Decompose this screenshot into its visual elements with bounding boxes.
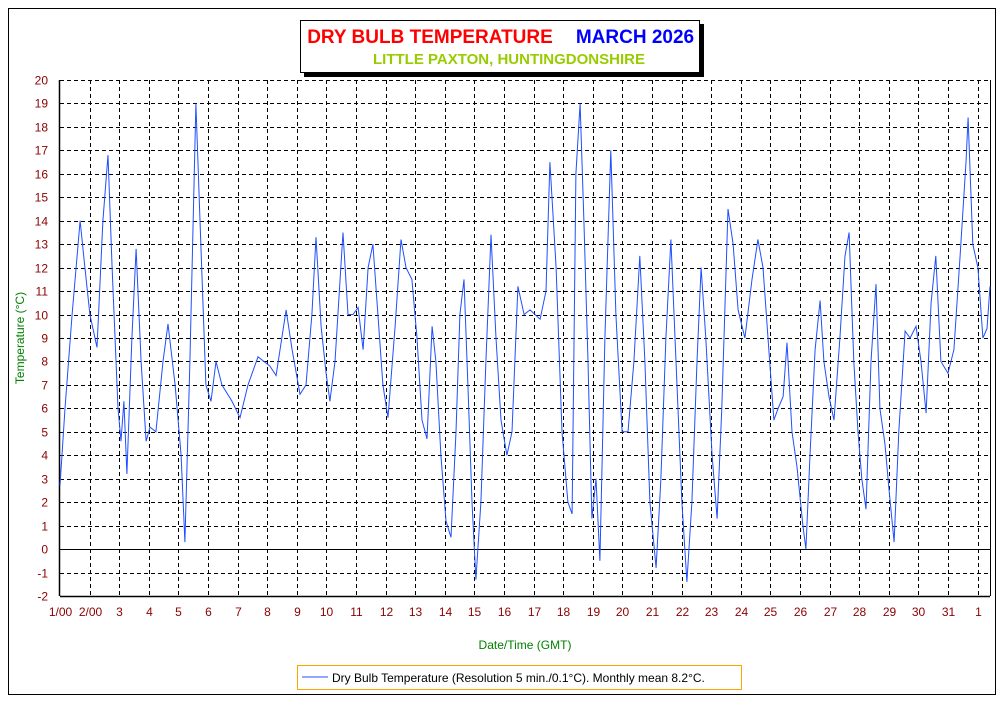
title-box: DRY BULB TEMPERATURE MARCH 2026 LITTLE P… xyxy=(300,20,704,77)
y-tick-label: 9 xyxy=(41,332,48,346)
x-tick-label: 2/00 xyxy=(79,605,103,619)
x-tick-label: 15 xyxy=(468,605,482,619)
y-tick-label: 17 xyxy=(35,144,49,158)
series-line-dry-bulb xyxy=(59,103,991,582)
x-tick-label: 7 xyxy=(235,605,242,619)
x-tick-label: 17 xyxy=(528,605,542,619)
y-tick-label: 13 xyxy=(35,238,49,252)
x-tick-label: 19 xyxy=(587,605,601,619)
x-tick-label: 10 xyxy=(320,605,334,619)
x-tick-label: 14 xyxy=(439,605,453,619)
chart-title: DRY BULB TEMPERATURE xyxy=(307,27,553,48)
x-tick-label: 18 xyxy=(557,605,571,619)
x-tick-label: 22 xyxy=(676,605,690,619)
chart-frame xyxy=(8,8,996,695)
x-tick-label: 1/00 xyxy=(49,605,73,619)
x-tick-label: 8 xyxy=(264,605,271,619)
x-axis-label: Date/Time (GMT) xyxy=(479,638,572,652)
x-tick-label: 13 xyxy=(409,605,423,619)
y-tick-label: 1 xyxy=(41,520,48,534)
x-tick-label: 4 xyxy=(146,605,153,619)
x-tick-label: 27 xyxy=(824,605,838,619)
x-tick-label: 12 xyxy=(380,605,394,619)
y-tick-label: 20 xyxy=(35,74,49,88)
legend-label: Dry Bulb Temperature (Resolution 5 min./… xyxy=(332,671,705,685)
x-tick-label: 31 xyxy=(942,605,956,619)
y-tick-label: 14 xyxy=(35,215,49,229)
x-tick-label: 30 xyxy=(912,605,926,619)
grid xyxy=(58,80,991,598)
chart-title-period: MARCH 2026 xyxy=(576,27,694,48)
y-tick-label: 2 xyxy=(41,496,48,510)
chart-subtitle: LITTLE PAXTON, HUNTINGDONSHIRE xyxy=(373,51,645,68)
y-tick-label: 4 xyxy=(41,449,48,463)
x-tick-label: 3 xyxy=(116,605,123,619)
x-tick-label: 23 xyxy=(705,605,719,619)
x-axis-ticks: 1/00 2/00 3 4 5 6 7 8 9 10 11 12 13 14 15 16 17 18 19 20 21 2… xyxy=(49,605,982,619)
y-tick-label: 12 xyxy=(35,262,49,276)
y-tick-label: 18 xyxy=(35,121,49,135)
y-tick-label: -2 xyxy=(37,590,48,604)
x-tick-label: 20 xyxy=(616,605,630,619)
x-tick-label: 5 xyxy=(175,605,182,619)
x-tick-label: 21 xyxy=(646,605,660,619)
y-tick-label: 16 xyxy=(35,168,49,182)
x-tick-label: 16 xyxy=(498,605,512,619)
x-tick-label: 6 xyxy=(205,605,212,619)
x-tick-label: 28 xyxy=(853,605,867,619)
y-axis-label: Temperature (°C) xyxy=(13,292,27,384)
x-tick-label: 24 xyxy=(735,605,749,619)
x-tick-label: 11 xyxy=(350,605,363,619)
y-tick-label: 0 xyxy=(41,543,48,557)
y-tick-label: 8 xyxy=(41,355,48,369)
y-tick-label: 7 xyxy=(41,379,48,393)
y-tick-label: 19 xyxy=(35,97,49,111)
y-tick-label: 10 xyxy=(35,309,49,323)
y-tick-label: -1 xyxy=(37,567,48,581)
y-tick-label: 3 xyxy=(41,473,48,487)
x-tick-label: 25 xyxy=(764,605,778,619)
y-tick-label: 11 xyxy=(36,285,49,299)
x-tick-label: 26 xyxy=(794,605,808,619)
legend: Dry Bulb Temperature (Resolution 5 min./… xyxy=(297,665,742,690)
y-tick-label: 5 xyxy=(41,426,48,440)
y-tick-label: 15 xyxy=(35,191,49,205)
x-tick-label: 1 xyxy=(975,605,982,619)
y-tick-label: 6 xyxy=(41,402,48,416)
x-tick-label: 9 xyxy=(294,605,301,619)
x-tick-label: 29 xyxy=(883,605,897,619)
